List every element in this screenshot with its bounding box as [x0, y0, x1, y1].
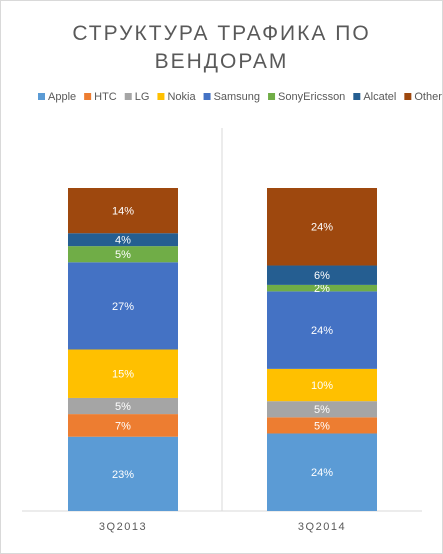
data-label: 27%	[112, 301, 134, 313]
legend-label: Apple	[48, 91, 76, 103]
data-label: 14%	[112, 206, 134, 218]
legend-swatch	[38, 93, 45, 100]
legend-label: HTC	[94, 91, 117, 103]
legend-swatch	[124, 93, 132, 100]
data-label: 15%	[112, 369, 134, 381]
data-label: 7%	[115, 420, 131, 432]
data-label: 5%	[115, 401, 131, 413]
bar-segment	[68, 188, 178, 234]
data-label: 24%	[311, 467, 333, 479]
bar-segment	[68, 349, 178, 398]
data-label: 4%	[115, 235, 131, 247]
bar-segment	[267, 401, 377, 418]
bar-segment	[68, 414, 178, 437]
data-label: 5%	[314, 404, 330, 416]
data-label: 6%	[314, 270, 330, 282]
bar-segment	[267, 265, 377, 285]
bar-segment	[68, 246, 178, 263]
legend-swatch	[203, 93, 211, 100]
legend-swatch	[268, 93, 276, 100]
bar-segment	[267, 188, 377, 266]
legend-swatch	[353, 93, 361, 100]
data-label: 24%	[311, 325, 333, 337]
legend-label: Other	[414, 91, 442, 103]
bar-segment	[267, 433, 377, 511]
bar-segment	[267, 291, 377, 369]
legend-swatch	[157, 93, 165, 100]
legend-label: LG	[135, 91, 150, 103]
legend-swatch	[84, 93, 92, 100]
chart-title: СТРУКТУРА ТРАФИКА ПО ВЕНДОРАМ	[72, 22, 371, 73]
data-label: 10%	[311, 380, 333, 392]
data-label: 5%	[115, 249, 131, 261]
bar-segment	[68, 397, 178, 415]
x-tick-label: 3Q2013	[99, 521, 147, 533]
legend-label: Samsung	[214, 91, 260, 103]
data-label: 23%	[112, 469, 134, 481]
legend-label: Alcatel	[363, 91, 396, 103]
bar-segment	[68, 262, 178, 350]
data-label: 5%	[314, 420, 330, 432]
bar-segment	[68, 233, 178, 247]
data-label: 24%	[311, 222, 333, 234]
x-tick-label: 3Q2014	[298, 521, 346, 533]
legend-label: SonyEricsson	[278, 91, 345, 103]
bar-segment	[68, 436, 178, 511]
legend-swatch	[404, 93, 412, 100]
data-label: 2%	[314, 283, 330, 295]
bar-segment	[267, 284, 377, 292]
legend-label: Nokia	[167, 91, 196, 103]
bar-segment	[267, 417, 377, 434]
bar-segment	[267, 368, 377, 402]
